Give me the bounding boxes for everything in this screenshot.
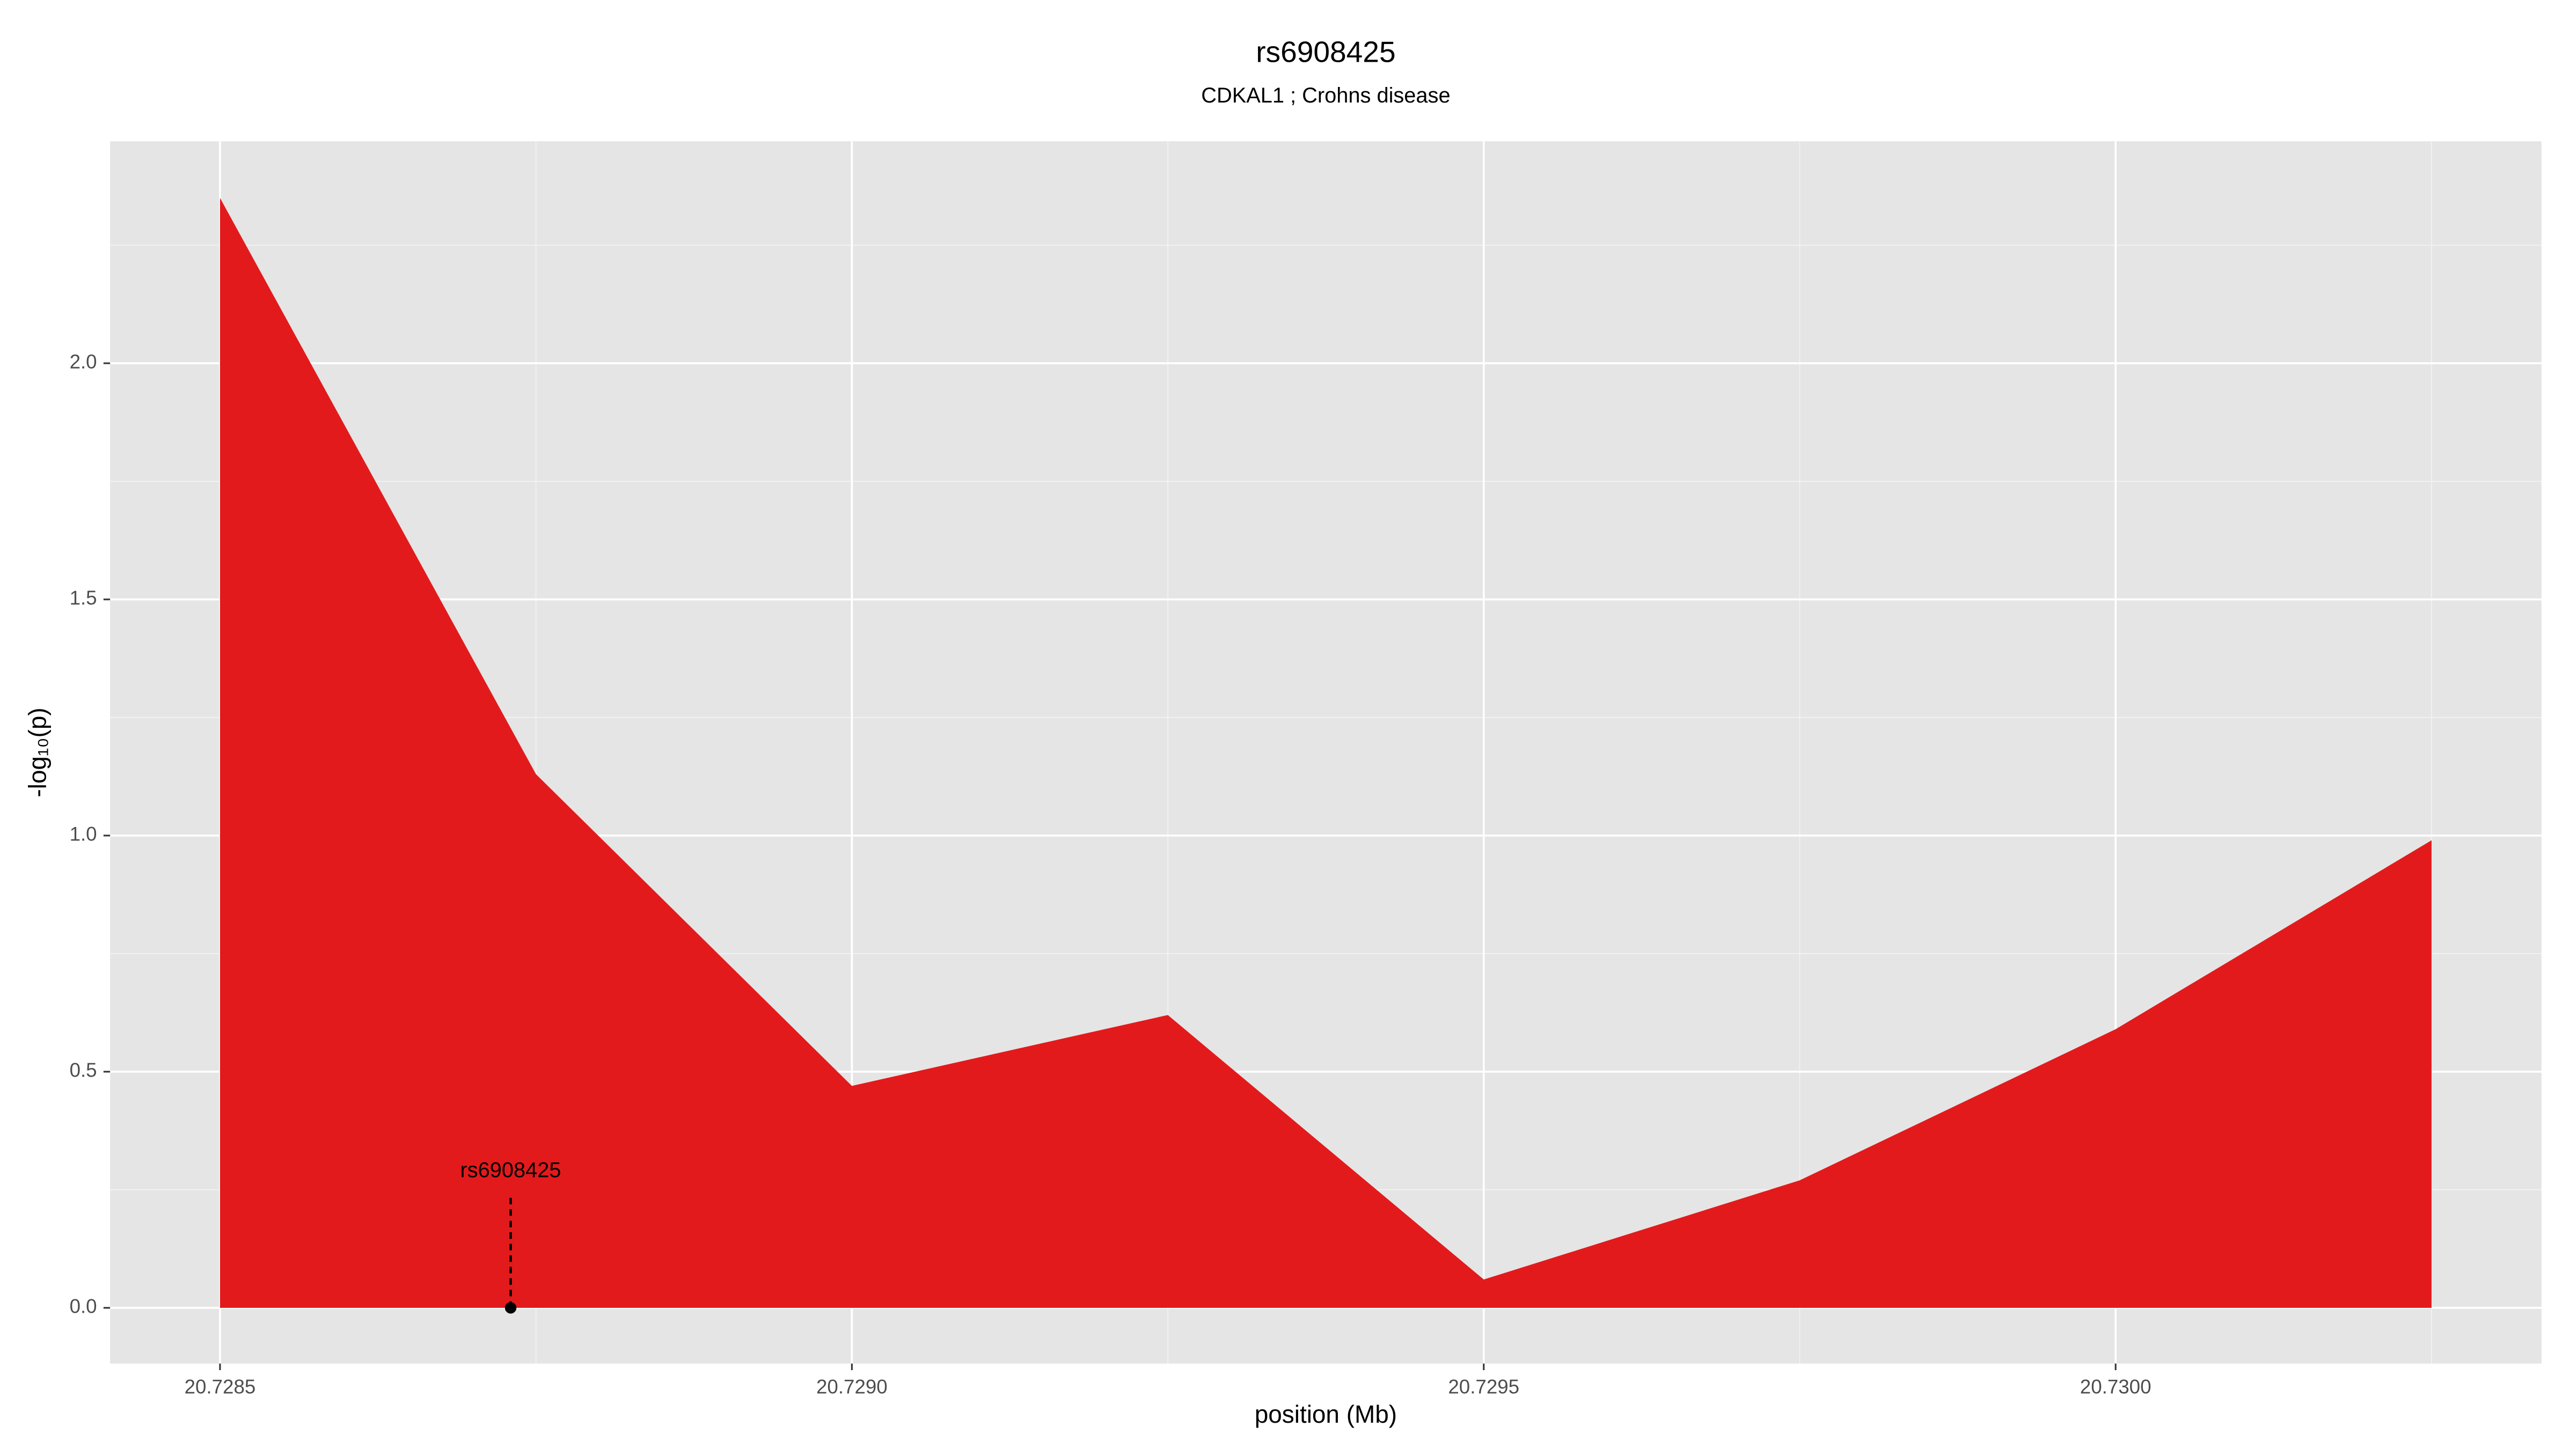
- x-tick-label: 20.7295: [1448, 1375, 1519, 1397]
- y-tick-label: 1.5: [70, 587, 97, 609]
- y-tick-label: 2.0: [70, 351, 97, 373]
- x-tick-label: 20.7285: [185, 1375, 256, 1397]
- chart-subtitle: CDKAL1 ; Crohns disease: [1201, 84, 1450, 107]
- y-tick-label: 1.0: [70, 823, 97, 845]
- annotation-point: [504, 1302, 517, 1314]
- area: [219, 197, 2432, 1308]
- chart-title: rs6908425: [1256, 35, 1395, 69]
- y-tick-label: 0.0: [70, 1296, 97, 1318]
- y-axis-title: -log₁₀(p): [24, 707, 52, 797]
- y-tick-label: 0.5: [70, 1059, 97, 1081]
- x-tick-label: 20.7300: [2080, 1375, 2151, 1397]
- x-axis-title: position (Mb): [1255, 1400, 1397, 1428]
- annotation-label: rs6908425: [460, 1158, 561, 1182]
- x-tick-label: 20.7290: [816, 1375, 888, 1397]
